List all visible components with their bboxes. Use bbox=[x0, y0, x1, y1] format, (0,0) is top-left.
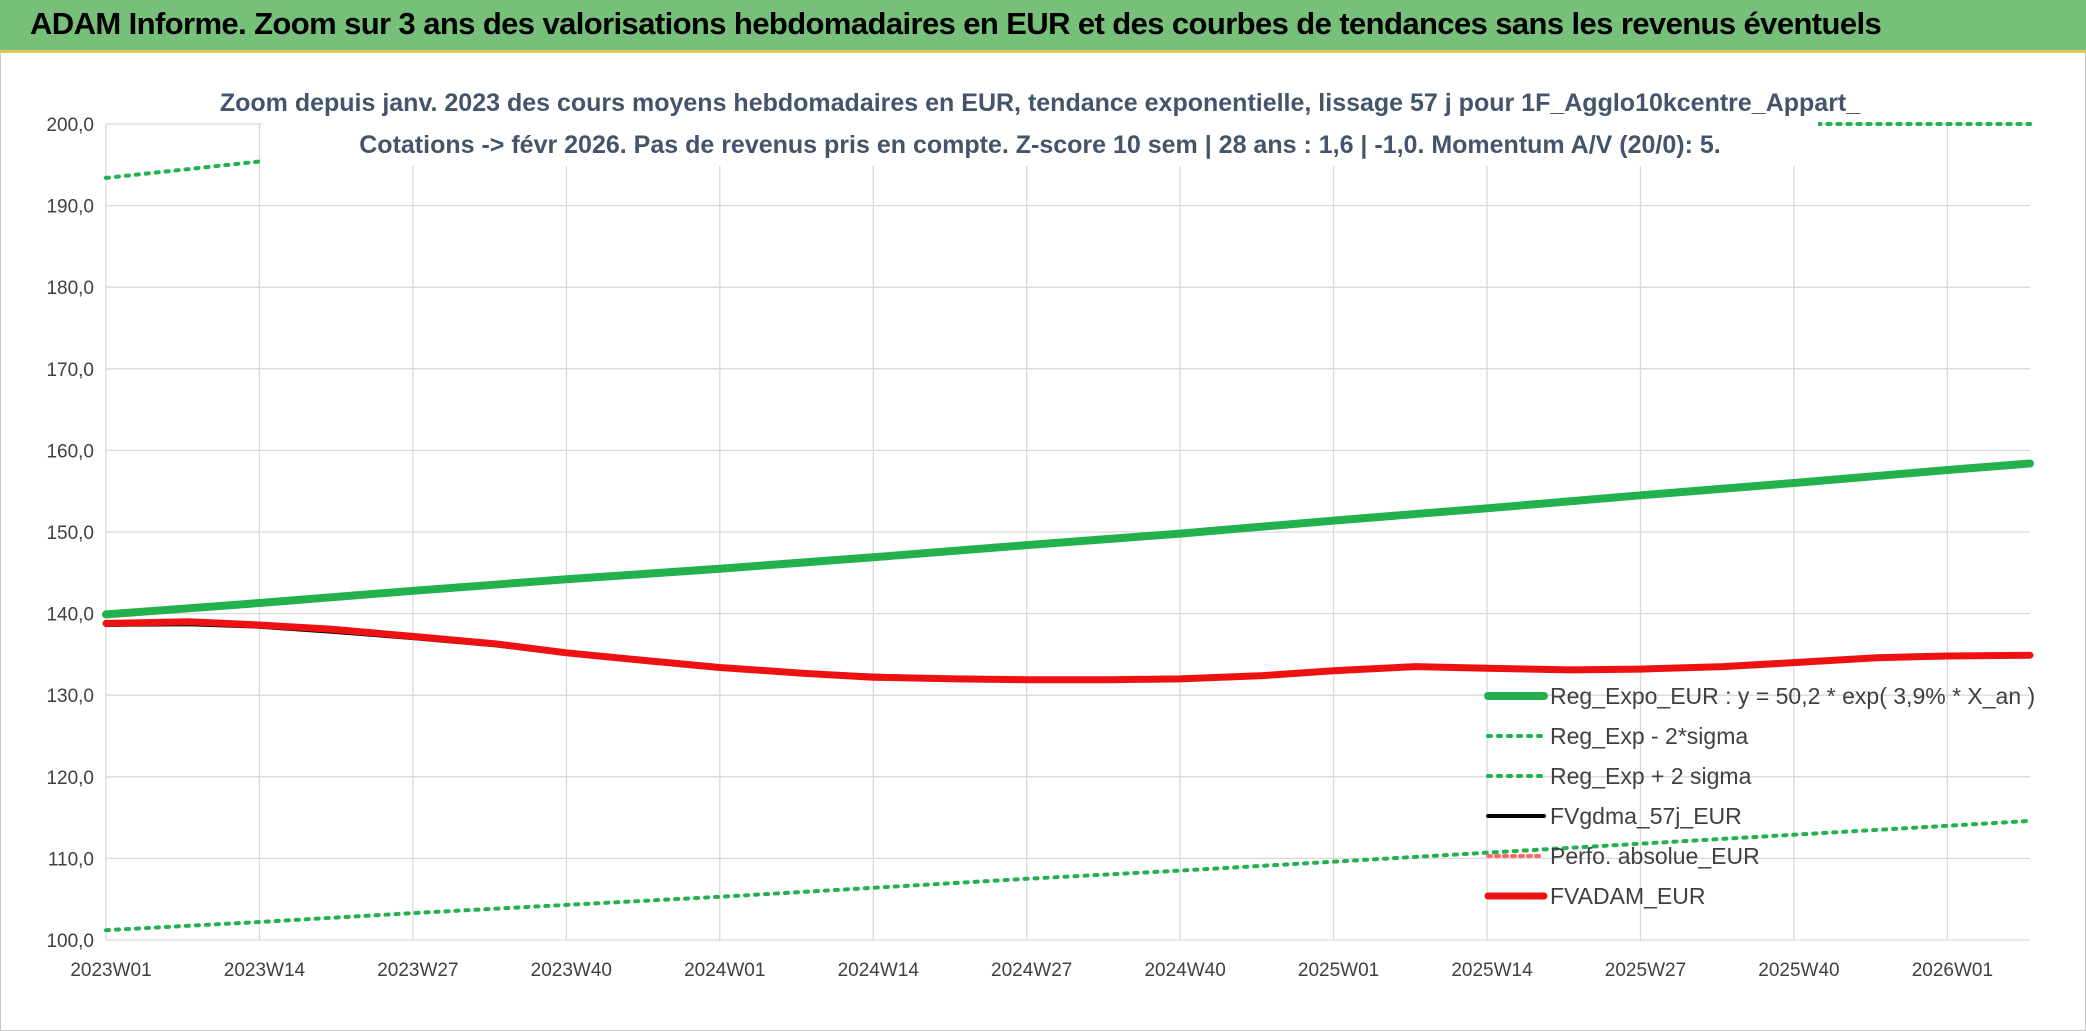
report-header: ADAM Informe. Zoom sur 3 ans des valoris… bbox=[0, 0, 2086, 53]
x-axis-ticks: 2023W01 2023W14 2023W27 2023W40 2024W01 2024W… bbox=[70, 960, 1993, 981]
chart-title-line-2: Cotations -> févr 2026. Pas de revenus p… bbox=[359, 131, 1720, 159]
legend: Reg_Expo_EUR : y = 50,2 * exp( 3,9% * X_… bbox=[1484, 683, 2035, 909]
x-tick-label: 2023W27 bbox=[377, 960, 458, 981]
x-tick-label: 2026W01 bbox=[1912, 960, 1993, 981]
x-tick-label: 2023W40 bbox=[531, 960, 612, 981]
x-tick-label: 2024W27 bbox=[991, 960, 1072, 981]
y-tick-label: 170,0 bbox=[46, 360, 94, 381]
y-tick-label: 110,0 bbox=[48, 849, 94, 870]
x-tick-label: 2025W14 bbox=[1451, 960, 1533, 981]
x-tick-label: 2024W40 bbox=[1144, 960, 1225, 981]
y-tick-label: 160,0 bbox=[46, 441, 94, 462]
legend-label-fvadam-line: FVADAM_EUR bbox=[1550, 883, 1706, 909]
reg-minus-2sigma-line bbox=[104, 818, 2032, 933]
x-tick-label: 2025W27 bbox=[1605, 960, 1686, 981]
x-tick-label: 2024W14 bbox=[838, 960, 920, 981]
legend-label-reg-minus-2sigma-line: Reg_Exp - 2*sigma bbox=[1550, 723, 1748, 749]
series-lines bbox=[102, 122, 2034, 933]
legend-label-fvgdma-line: FVgdma_57j_EUR bbox=[1550, 803, 1742, 829]
x-tick-label: 2025W40 bbox=[1758, 960, 1839, 981]
y-tick-label: 150,0 bbox=[46, 523, 94, 544]
reg-plus-2sigma-line bbox=[104, 159, 262, 180]
y-tick-label: 130,0 bbox=[46, 686, 94, 707]
legend-label-reg-plus-2sigma-line: Reg_Exp + 2 sigma bbox=[1550, 763, 1752, 789]
y-axis-ticks: 100,0 110,0 120,0 130,0 140,0 150,0 160,0 170,0… bbox=[46, 115, 94, 952]
legend-label-perfo-absolue-line: Perfo. absolue_EUR bbox=[1550, 843, 1760, 869]
chart-title-background bbox=[262, 80, 1818, 166]
y-tick-label: 190,0 bbox=[46, 197, 94, 218]
y-tick-label: 100,0 bbox=[46, 931, 94, 952]
y-tick-label: 180,0 bbox=[46, 278, 94, 299]
report-title: ADAM Informe. Zoom sur 3 ans des valoris… bbox=[30, 6, 1882, 41]
x-tick-label: 2025W01 bbox=[1298, 960, 1379, 981]
y-tick-label: 140,0 bbox=[46, 605, 94, 626]
y-tick-label: 120,0 bbox=[46, 768, 94, 789]
fvadam-line bbox=[102, 618, 2034, 684]
y-tick-label: 200,0 bbox=[46, 115, 94, 136]
x-tick-label: 2023W01 bbox=[70, 960, 151, 981]
x-tick-label: 2023W14 bbox=[224, 960, 306, 981]
reg-expo-line bbox=[102, 459, 2034, 619]
x-tick-label: 2024W01 bbox=[684, 960, 765, 981]
legend-label-reg-expo-line: Reg_Expo_EUR : y = 50,2 * exp( 3,9% * X_… bbox=[1550, 683, 2035, 709]
chart-title-line-1: Zoom depuis janv. 2023 des cours moyens … bbox=[220, 89, 1861, 117]
